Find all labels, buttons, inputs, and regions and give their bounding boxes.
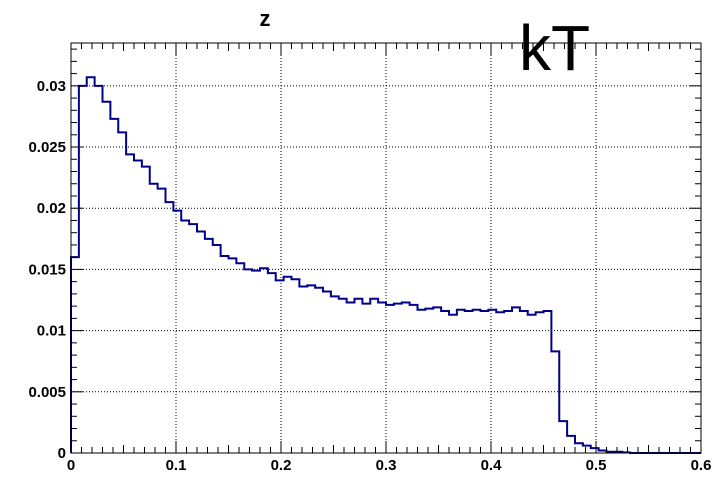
- x-tick-labels: 0 0.1 0.2 0.3 0.4 0.5 0.6: [67, 457, 712, 474]
- y-tick-label: 0.02: [37, 200, 66, 217]
- grid: [71, 43, 701, 453]
- x-tick-label: 0.4: [481, 457, 503, 474]
- chart-title: z: [260, 6, 271, 31]
- y-tick-label: 0: [58, 445, 66, 462]
- kt-annotation: kT: [519, 12, 590, 84]
- x-tick-label: 0: [67, 457, 75, 474]
- y-tick-label: 0.025: [28, 139, 66, 156]
- x-tick-label: 0.2: [271, 457, 292, 474]
- axis-ticks: [70, 43, 702, 454]
- y-tick-label: 0.01: [37, 323, 66, 340]
- y-tick-labels: 0 0.005 0.01 0.015 0.02 0.025 0.03: [28, 78, 66, 462]
- x-tick-label: 0.3: [376, 457, 397, 474]
- histogram-series-line: [70, 76, 701, 454]
- x-tick-label: 0.1: [166, 457, 187, 474]
- y-tick-label: 0.03: [37, 78, 66, 95]
- x-tick-label: 0.5: [586, 457, 607, 474]
- y-tick-label: 0.015: [28, 261, 66, 278]
- y-tick-label: 0.005: [28, 384, 66, 401]
- x-tick-label: 0.6: [691, 457, 712, 474]
